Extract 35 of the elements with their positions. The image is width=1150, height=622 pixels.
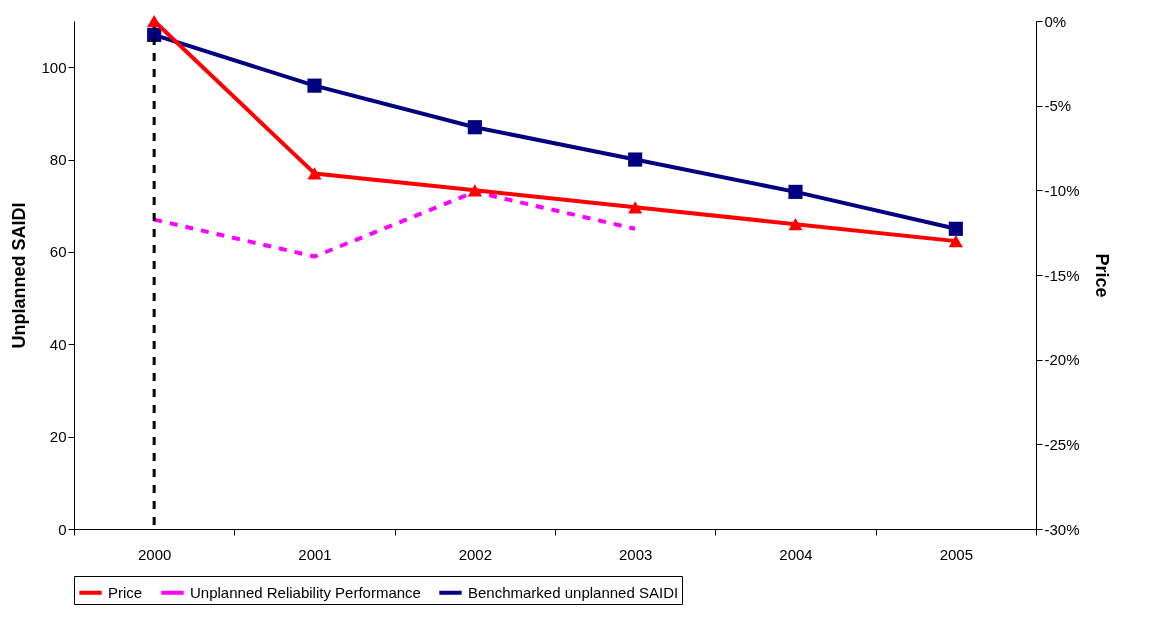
y2-tick-label: 0%: [1044, 12, 1067, 30]
y2-tick-label: -30%: [1044, 520, 1080, 538]
x-tick-label: 2001: [298, 545, 332, 563]
y-tick-label: 20: [49, 428, 67, 446]
y-tick-label: 0: [58, 520, 67, 538]
point: [467, 120, 482, 135]
point: [948, 221, 963, 236]
y2-tick-label: -5%: [1044, 97, 1072, 115]
y-tick-label: 40: [49, 335, 67, 353]
point: [788, 184, 803, 199]
legend-label: Unplanned Reliability Performance: [190, 583, 421, 601]
y-tick-label: 60: [49, 243, 67, 261]
y2-tick-label: -20%: [1044, 351, 1080, 369]
x-tick-label: 2002: [458, 545, 493, 563]
y2-tick-label: -25%: [1044, 435, 1080, 453]
x-tick-label: 2004: [779, 545, 813, 563]
y2-tick-label: -10%: [1044, 181, 1080, 199]
legend-label: Benchmarked unplanned SAIDI: [468, 583, 679, 601]
y-axis-title: Unplanned SAIDI: [9, 202, 30, 349]
x-tick-label: 2005: [939, 545, 974, 563]
y-tick-label: 100: [41, 58, 67, 76]
x-tick-label: 2000: [137, 545, 172, 563]
point: [948, 235, 963, 248]
legend-label: Price: [108, 583, 143, 601]
point: [788, 218, 803, 231]
point: [307, 167, 322, 180]
point: [628, 152, 643, 167]
point: [147, 14, 162, 28]
y2-tick-label: -15%: [1044, 266, 1080, 284]
point: [307, 78, 322, 93]
x-tick-label: 2003: [618, 545, 653, 563]
point: [467, 184, 482, 197]
y2-axis-title: Price: [1091, 253, 1112, 298]
point: [628, 201, 643, 214]
y-tick-label: 80: [49, 151, 67, 169]
